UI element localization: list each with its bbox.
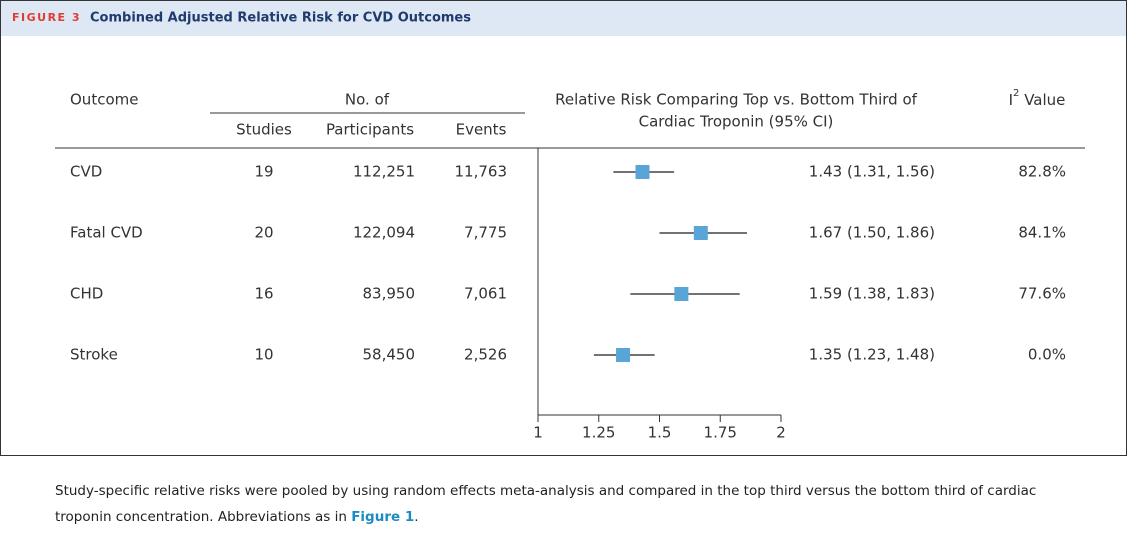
events: 7,775 [464,224,507,242]
events: 2,526 [464,346,507,364]
x-tick-label: 2 [776,424,786,442]
caption-text: Study-specific relative risks were poole… [55,483,1037,525]
header: Outcome [70,91,138,109]
header: Cardiac Troponin (95% CI) [639,113,834,131]
outcome: CVD [70,163,102,181]
studies: 10 [254,346,273,364]
x-tick-label: 1.25 [582,424,615,442]
caption-text: . [414,509,419,525]
value-label: 1.59 (1.38, 1.83) [809,285,935,303]
value-label: 1.67 (1.50, 1.86) [809,224,935,242]
studies: 19 [254,163,273,181]
caption: Study-specific relative risks were poole… [55,478,1085,530]
value-label: 1.43 (1.31, 1.56) [809,163,935,181]
x-tick-label: 1 [533,424,543,442]
participants: 122,094 [353,224,415,242]
outcome: CHD [70,285,103,303]
header-part: I [1009,91,1013,109]
chart: FIGURE 3 Combined Adjusted Relative Risk… [0,0,1127,456]
i2-value: 84.1% [1018,224,1066,242]
header-sup: 2 [1013,88,1019,99]
studies: 16 [254,285,273,303]
point-estimate [635,165,650,179]
participants: 112,251 [353,163,415,181]
events: 11,763 [455,163,508,181]
point-estimate [693,226,708,240]
header-band [1,1,1126,36]
chart-title: Combined Adjusted Relative Risk for CVD … [90,11,471,26]
header: Participants [326,121,414,139]
value-label: 1.35 (1.23, 1.48) [809,346,935,364]
header: Events [456,121,507,139]
i2-value: 82.8% [1018,163,1066,181]
x-tick-label: 1.75 [704,424,737,442]
figure-label: FIGURE 3 [12,11,81,24]
studies: 20 [254,224,273,242]
caption-link[interactable]: Figure 1 [351,509,415,525]
participants: 83,950 [363,285,416,303]
outcome: Stroke [70,346,118,364]
header: No. of [345,91,390,109]
point-estimate [674,287,689,301]
x-tick-label: 1.5 [648,424,672,442]
frame [0,0,1127,456]
outcome: Fatal CVD [70,224,143,242]
i2-value: 0.0% [1028,346,1066,364]
header: Studies [236,121,292,139]
header: Relative Risk Comparing Top vs. Bottom T… [555,91,918,109]
header-part: Value [1019,91,1065,109]
header: I2 Value [1009,88,1066,109]
events: 7,061 [464,285,507,303]
i2-value: 77.6% [1018,285,1066,303]
participants: 58,450 [363,346,416,364]
point-estimate [616,348,631,362]
